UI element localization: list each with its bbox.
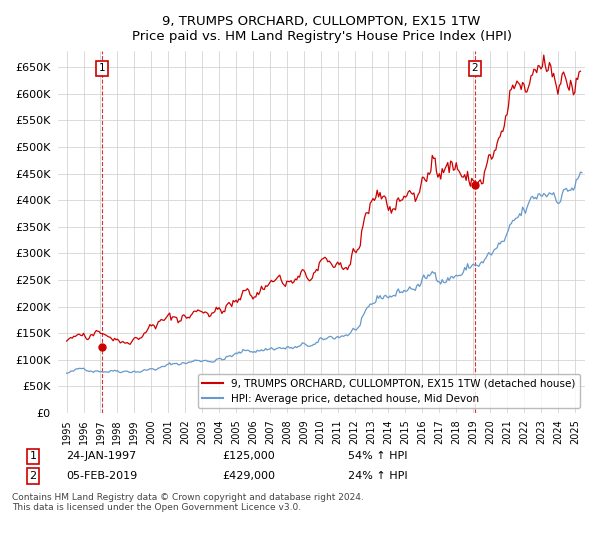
Text: 24-JAN-1997: 24-JAN-1997 xyxy=(66,451,136,461)
Title: 9, TRUMPS ORCHARD, CULLOMPTON, EX15 1TW
Price paid vs. HM Land Registry's House : 9, TRUMPS ORCHARD, CULLOMPTON, EX15 1TW … xyxy=(131,15,512,43)
Text: Contains HM Land Registry data © Crown copyright and database right 2024.
This d: Contains HM Land Registry data © Crown c… xyxy=(12,493,364,512)
Text: 05-FEB-2019: 05-FEB-2019 xyxy=(66,471,137,481)
Legend: 9, TRUMPS ORCHARD, CULLOMPTON, EX15 1TW (detached house), HPI: Average price, de: 9, TRUMPS ORCHARD, CULLOMPTON, EX15 1TW … xyxy=(198,374,580,408)
Text: 2: 2 xyxy=(472,63,478,73)
Text: 2: 2 xyxy=(29,471,37,481)
Text: 1: 1 xyxy=(98,63,105,73)
Text: 24% ↑ HPI: 24% ↑ HPI xyxy=(348,471,407,481)
Text: 1: 1 xyxy=(29,451,37,461)
Text: 54% ↑ HPI: 54% ↑ HPI xyxy=(348,451,407,461)
Text: £429,000: £429,000 xyxy=(222,471,275,481)
Text: £125,000: £125,000 xyxy=(222,451,275,461)
